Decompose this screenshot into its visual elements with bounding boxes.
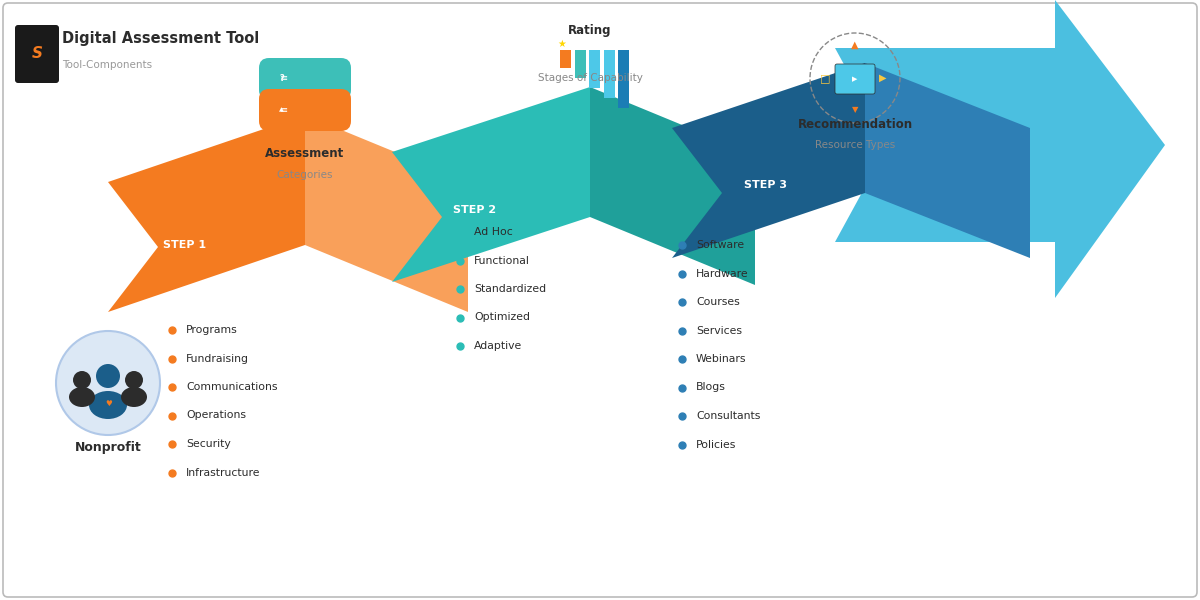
Polygon shape (672, 63, 865, 258)
Text: Operations: Operations (186, 410, 246, 421)
Bar (604, 50, 614, 98)
Text: Software: Software (696, 240, 744, 250)
Text: STEP 2: STEP 2 (454, 205, 497, 215)
Bar (560, 50, 571, 68)
Text: Standardized: Standardized (474, 284, 546, 294)
Text: Assessment: Assessment (265, 147, 344, 160)
Text: Ad Hoc: Ad Hoc (474, 227, 512, 237)
Text: Resource Types: Resource Types (815, 140, 895, 150)
Text: Tool-Components: Tool-Components (62, 60, 152, 70)
Text: Communications: Communications (186, 382, 277, 392)
Text: Policies: Policies (696, 439, 737, 449)
Bar (575, 50, 586, 78)
Polygon shape (865, 63, 1030, 258)
FancyBboxPatch shape (259, 58, 352, 100)
Text: ▲: ▲ (851, 40, 859, 50)
Circle shape (73, 371, 91, 389)
Text: Consultants: Consultants (696, 411, 761, 421)
Text: ≡: ≡ (280, 73, 288, 83)
FancyBboxPatch shape (835, 64, 875, 94)
Text: S: S (31, 46, 42, 61)
Text: Digital Assessment Tool: Digital Assessment Tool (62, 31, 259, 46)
Text: Optimized: Optimized (474, 313, 530, 323)
Text: ▲: ▲ (278, 107, 283, 112)
FancyBboxPatch shape (14, 25, 59, 83)
Text: ▶: ▶ (852, 76, 858, 82)
Text: ≡: ≡ (280, 104, 288, 115)
Text: ▼: ▼ (852, 106, 858, 115)
Text: ▶: ▶ (880, 73, 887, 83)
Polygon shape (835, 0, 1165, 298)
Text: STEP 3: STEP 3 (744, 180, 786, 190)
Text: Hardware: Hardware (696, 269, 749, 278)
Circle shape (96, 364, 120, 388)
Text: ?: ? (278, 74, 283, 83)
Circle shape (125, 371, 143, 389)
Ellipse shape (121, 387, 148, 407)
Bar (618, 50, 629, 108)
Text: Rating: Rating (569, 24, 612, 37)
Text: Blogs: Blogs (696, 383, 726, 392)
Circle shape (56, 331, 160, 435)
Text: Courses: Courses (696, 297, 739, 307)
Text: Webinars: Webinars (696, 354, 746, 364)
Text: STEP 1: STEP 1 (163, 240, 206, 250)
FancyBboxPatch shape (259, 89, 352, 131)
Text: Stages of Capability: Stages of Capability (538, 73, 642, 83)
Text: Nonprofit: Nonprofit (74, 442, 142, 455)
Text: Recommendation: Recommendation (798, 118, 912, 131)
Text: ♥: ♥ (106, 398, 112, 407)
Polygon shape (108, 115, 305, 312)
Text: Categories: Categories (277, 170, 334, 180)
Text: Adaptive: Adaptive (474, 341, 522, 351)
Text: Fundraising: Fundraising (186, 353, 250, 364)
Ellipse shape (70, 387, 95, 407)
FancyBboxPatch shape (2, 3, 1198, 597)
Text: Services: Services (696, 325, 742, 335)
Text: □: □ (820, 73, 830, 83)
Bar (589, 50, 600, 88)
Polygon shape (590, 87, 755, 285)
Ellipse shape (89, 391, 127, 419)
Text: ★: ★ (557, 39, 565, 49)
Polygon shape (392, 87, 590, 282)
Text: Security: Security (186, 439, 230, 449)
Text: Programs: Programs (186, 325, 238, 335)
Text: Functional: Functional (474, 256, 530, 265)
Text: Infrastructure: Infrastructure (186, 467, 260, 478)
Polygon shape (305, 115, 468, 312)
